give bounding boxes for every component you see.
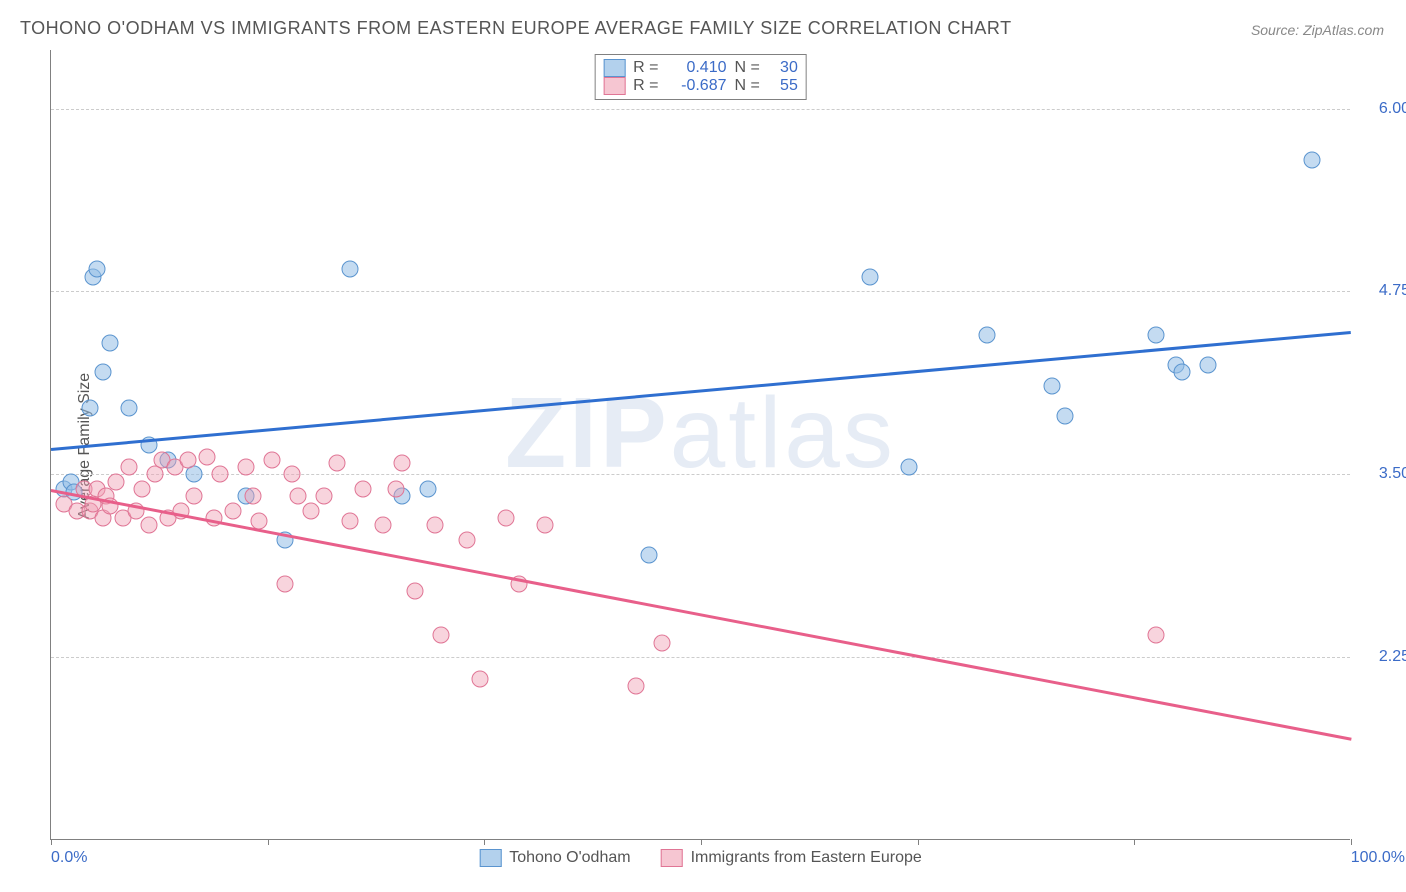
swatch-blue-icon: [479, 849, 501, 867]
r-label: R =: [633, 77, 658, 95]
data-point-pink: [212, 466, 229, 483]
watermark-light: atlas: [670, 377, 896, 489]
data-point-pink: [426, 517, 443, 534]
y-tick-label: 2.25: [1379, 648, 1406, 666]
n-label: N =: [735, 59, 760, 77]
n-value-blue: 30: [768, 59, 798, 77]
x-tick-mark: [1134, 839, 1135, 845]
data-point-blue: [1148, 327, 1165, 344]
x-tick-mark: [484, 839, 485, 845]
data-point-pink: [342, 513, 359, 530]
data-point-pink: [244, 488, 261, 505]
legend-row-blue: R = 0.410 N = 30: [603, 59, 798, 77]
data-point-blue: [342, 261, 359, 278]
source-attribution: Source: ZipAtlas.com: [1251, 22, 1384, 38]
x-tick-mark: [268, 839, 269, 845]
data-point-pink: [628, 678, 645, 695]
n-value-pink: 55: [768, 77, 798, 95]
data-point-pink: [654, 634, 671, 651]
r-value-pink: -0.687: [667, 77, 727, 95]
legend-item-blue: Tohono O'odham: [479, 849, 630, 867]
legend-item-pink: Immigrants from Eastern Europe: [661, 849, 922, 867]
source-prefix: Source:: [1251, 22, 1303, 38]
data-point-pink: [374, 517, 391, 534]
data-point-pink: [498, 510, 515, 527]
data-point-pink: [433, 627, 450, 644]
data-point-blue: [1044, 378, 1061, 395]
data-point-pink: [283, 466, 300, 483]
data-point-pink: [264, 451, 281, 468]
gridline-h: [51, 657, 1350, 658]
data-point-pink: [303, 502, 320, 519]
data-point-blue: [1304, 151, 1321, 168]
series-name-pink: Immigrants from Eastern Europe: [691, 849, 922, 867]
data-point-pink: [407, 583, 424, 600]
data-point-pink: [147, 466, 164, 483]
data-point-pink: [290, 488, 307, 505]
data-point-blue: [979, 327, 996, 344]
data-point-pink: [186, 488, 203, 505]
data-point-blue: [420, 480, 437, 497]
data-point-blue: [1200, 356, 1217, 373]
data-point-blue: [101, 334, 118, 351]
data-point-pink: [199, 448, 216, 465]
data-point-blue: [641, 546, 658, 563]
x-tick-mark: [51, 839, 52, 845]
swatch-pink-icon: [603, 77, 625, 95]
data-point-pink: [277, 575, 294, 592]
data-point-pink: [108, 473, 125, 490]
chart-container: TOHONO O'ODHAM VS IMMIGRANTS FROM EASTER…: [0, 0, 1406, 892]
data-point-pink: [472, 671, 489, 688]
data-point-pink: [134, 480, 151, 497]
data-point-blue: [95, 363, 112, 380]
watermark-text: ZIPatlas: [505, 376, 896, 491]
data-point-pink: [387, 480, 404, 497]
data-point-pink: [329, 454, 346, 471]
data-point-pink: [394, 454, 411, 471]
data-point-pink: [316, 488, 333, 505]
data-point-blue: [88, 261, 105, 278]
legend-correlation: R = 0.410 N = 30 R = -0.687 N = 55: [594, 54, 807, 100]
r-label: R =: [633, 59, 658, 77]
x-tick-mark: [1351, 839, 1352, 845]
data-point-blue: [1174, 363, 1191, 380]
x-tick-max: 100.0%: [1351, 849, 1405, 867]
x-tick-mark: [701, 839, 702, 845]
r-value-blue: 0.410: [667, 59, 727, 77]
y-tick-label: 4.75: [1379, 282, 1406, 300]
chart-title: TOHONO O'ODHAM VS IMMIGRANTS FROM EASTER…: [20, 18, 1012, 39]
data-point-pink: [1148, 627, 1165, 644]
y-tick-label: 6.00: [1379, 100, 1406, 118]
legend-series: Tohono O'odham Immigrants from Eastern E…: [479, 849, 922, 867]
n-label: N =: [735, 77, 760, 95]
data-point-pink: [121, 458, 138, 475]
data-point-pink: [355, 480, 372, 497]
x-tick-min: 0.0%: [51, 849, 87, 867]
data-point-pink: [459, 532, 476, 549]
data-point-pink: [140, 517, 157, 534]
gridline-h: [51, 291, 1350, 292]
trend-line-blue: [51, 331, 1351, 451]
legend-row-pink: R = -0.687 N = 55: [603, 77, 798, 95]
series-name-blue: Tohono O'odham: [509, 849, 630, 867]
data-point-blue: [186, 466, 203, 483]
x-tick-mark: [918, 839, 919, 845]
data-point-blue: [121, 400, 138, 417]
gridline-h: [51, 109, 1350, 110]
data-point-pink: [225, 502, 242, 519]
y-tick-label: 3.50: [1379, 465, 1406, 483]
data-point-blue: [1057, 407, 1074, 424]
swatch-pink-icon: [661, 849, 683, 867]
data-point-pink: [537, 517, 554, 534]
trend-line-pink: [51, 489, 1351, 740]
source-link[interactable]: ZipAtlas.com: [1303, 22, 1384, 38]
data-point-pink: [179, 451, 196, 468]
swatch-blue-icon: [603, 59, 625, 77]
watermark-bold: ZIP: [505, 377, 670, 489]
data-point-blue: [901, 458, 918, 475]
data-point-pink: [238, 458, 255, 475]
data-point-blue: [862, 268, 879, 285]
data-point-blue: [82, 400, 99, 417]
plot-area: ZIPatlas R = 0.410 N = 30 R = -0.687 N =…: [50, 50, 1350, 840]
